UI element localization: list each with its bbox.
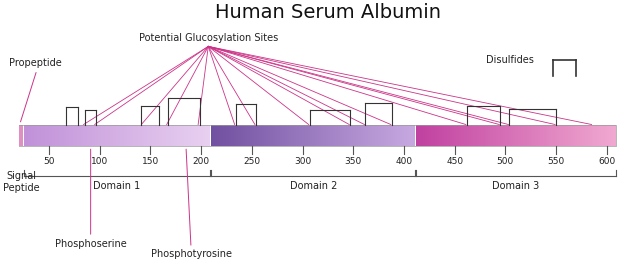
Text: 600: 600	[598, 157, 616, 166]
Text: Domain 3: Domain 3	[492, 181, 540, 191]
Text: Domain 2: Domain 2	[289, 181, 337, 191]
Text: 200: 200	[193, 157, 210, 166]
Text: Phosphoserine: Phosphoserine	[55, 238, 127, 249]
Text: Potential Glucosylation Sites: Potential Glucosylation Sites	[139, 33, 278, 43]
Text: 150: 150	[142, 157, 159, 166]
Text: 50: 50	[44, 157, 55, 166]
Text: 250: 250	[243, 157, 260, 166]
Text: Phosphotyrosine: Phosphotyrosine	[150, 250, 232, 259]
Text: 450: 450	[446, 157, 463, 166]
Text: 400: 400	[396, 157, 413, 166]
Text: 500: 500	[497, 157, 514, 166]
Text: 100: 100	[91, 157, 108, 166]
Bar	[0, 124, 616, 146]
Text: 300: 300	[294, 157, 311, 166]
Text: Signal
Peptide: Signal Peptide	[3, 171, 40, 193]
Text: 350: 350	[345, 157, 362, 166]
Title: Human Serum Albumin: Human Serum Albumin	[215, 3, 441, 22]
Text: Domain 1: Domain 1	[93, 181, 141, 191]
Text: 550: 550	[547, 157, 564, 166]
Text: Propeptide: Propeptide	[8, 58, 61, 68]
Text: Disulfides: Disulfides	[486, 56, 534, 66]
